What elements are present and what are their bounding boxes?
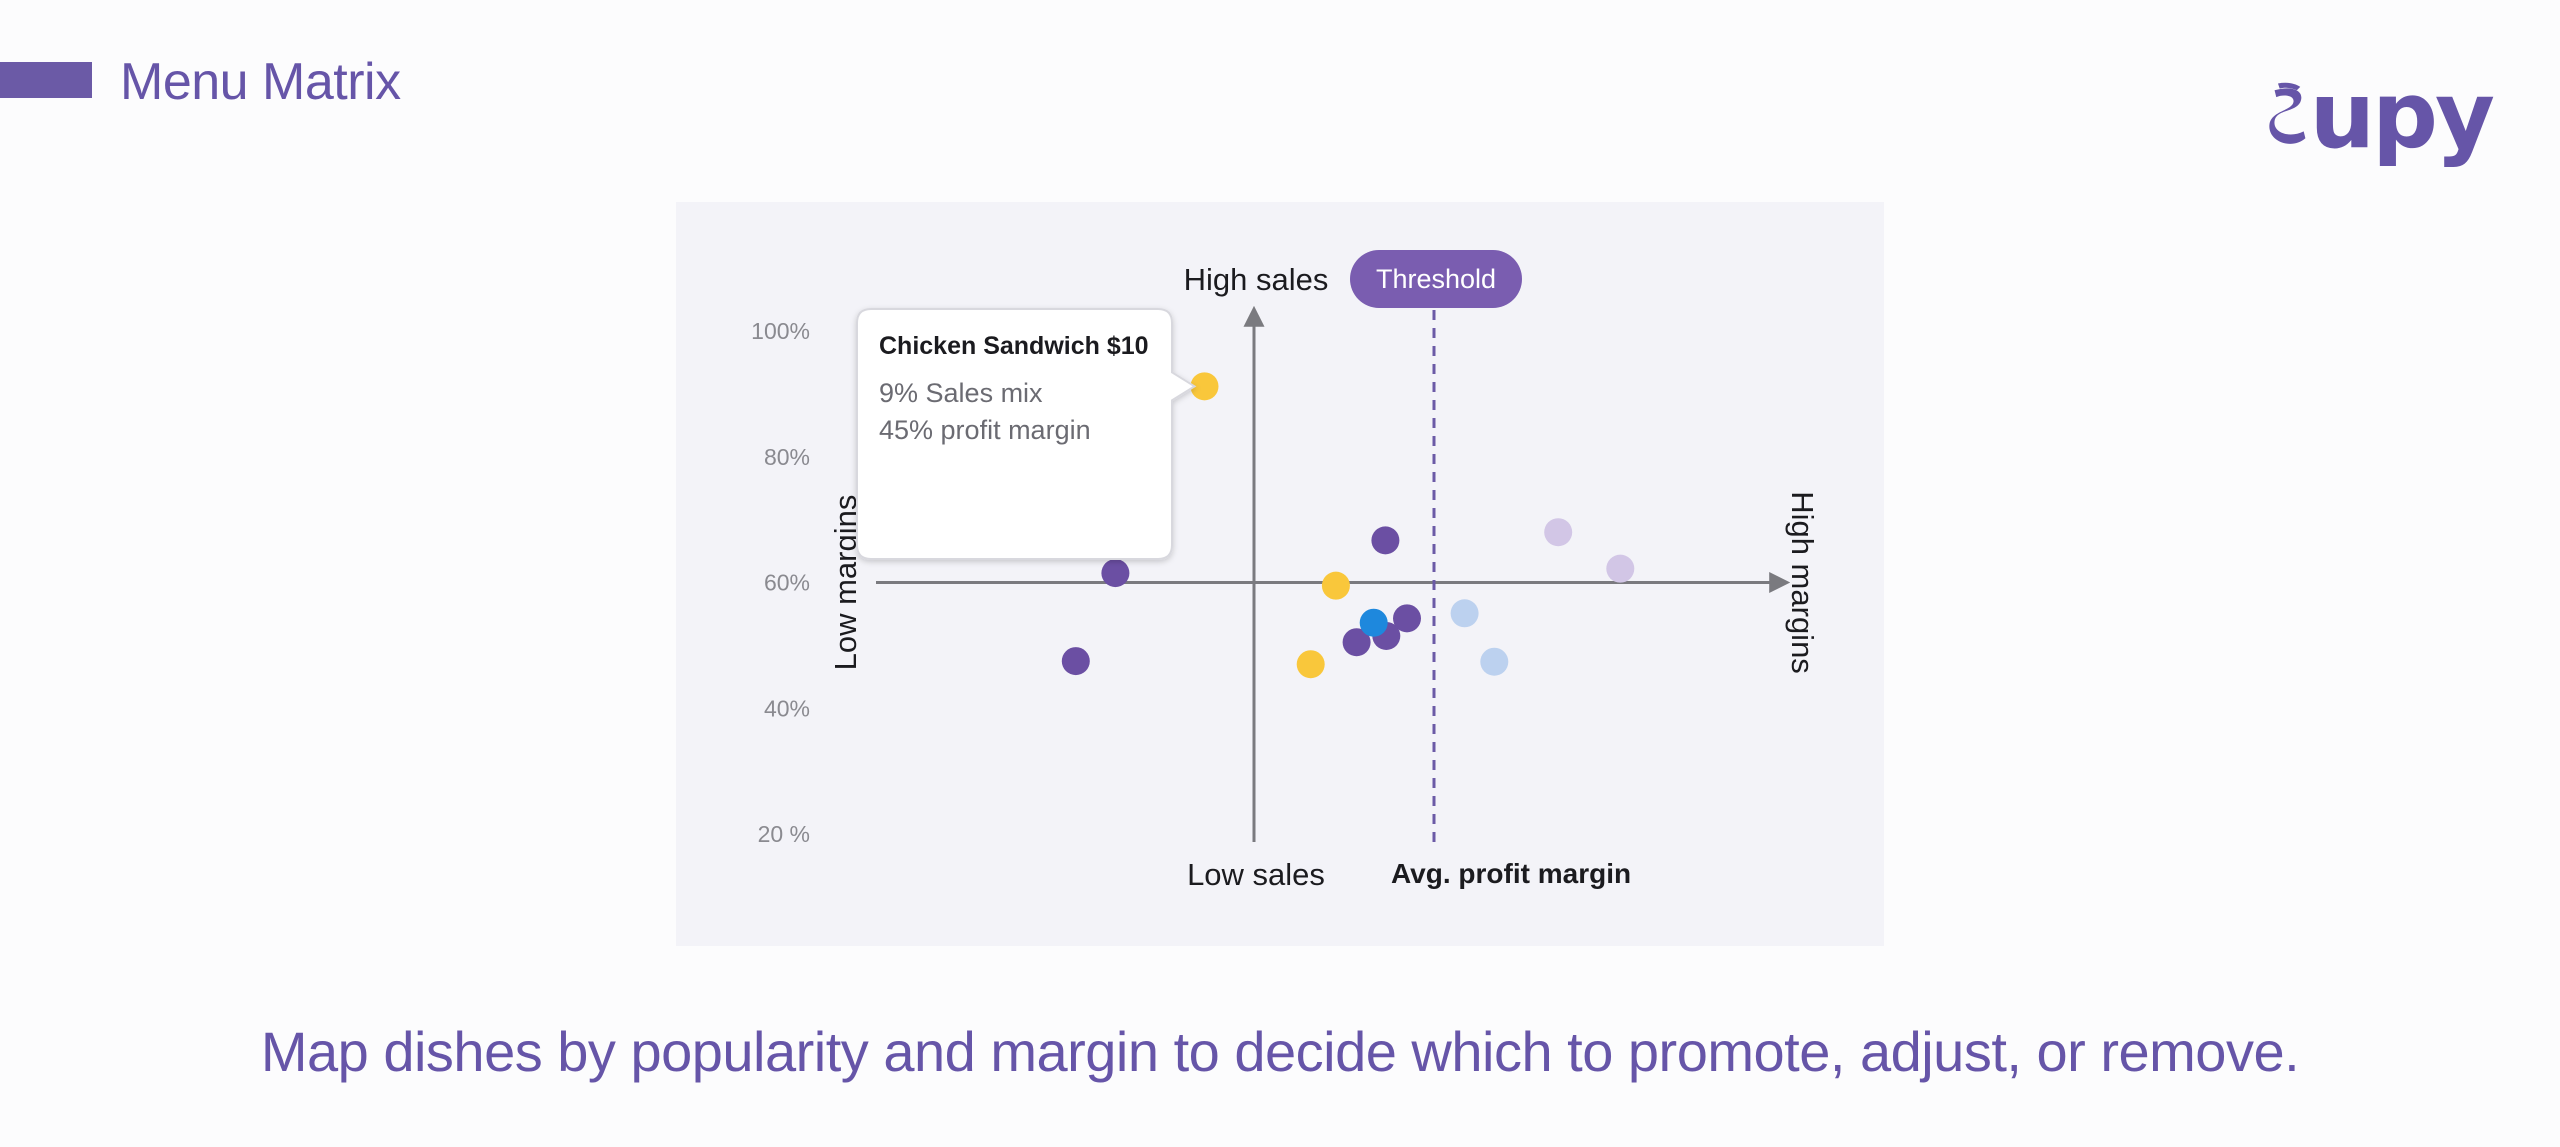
- avg-profit-margin-label: Avg. profit margin: [1391, 858, 1631, 889]
- y-tick-label: 100%: [751, 318, 810, 344]
- axis-label-high-margins: High margins: [1785, 491, 1820, 674]
- logo-wordmark: upy: [2309, 62, 2495, 169]
- menu-item-point[interactable]: [1393, 604, 1421, 633]
- threshold-badge-label: Threshold: [1376, 264, 1496, 294]
- menu-item-point[interactable]: [1450, 599, 1479, 628]
- axis-label-high-sales: High sales: [1184, 262, 1329, 297]
- menu-matrix-chart: 100% 80% 60% 40% 20 % Threshold High sales L…: [676, 202, 1884, 946]
- menu-item-point[interactable]: [1544, 518, 1573, 547]
- y-tick-label: 20 %: [758, 821, 810, 847]
- menu-item-point[interactable]: [1342, 628, 1371, 657]
- y-tick-label: 80%: [764, 444, 810, 470]
- tooltip-box: [856, 308, 1197, 560]
- menu-item-point[interactable]: [1061, 647, 1090, 676]
- tooltip-profit-margin: 45% profit margin: [879, 415, 1091, 445]
- menu-item-point[interactable]: [1296, 650, 1325, 679]
- title-accent-bar: [0, 62, 92, 98]
- caption: Map dishes by popularity and margin to d…: [260, 1020, 2300, 1083]
- page-title: Menu Matrix: [120, 53, 401, 111]
- axis-label-low-sales: Low sales: [1187, 857, 1325, 892]
- menu-item-point[interactable]: [1359, 608, 1388, 637]
- menu-item-point[interactable]: [1190, 372, 1219, 401]
- y-tick-label: 40%: [764, 695, 810, 721]
- threshold-badge-bg: [1350, 250, 1522, 308]
- menu-item-point[interactable]: [1101, 559, 1130, 588]
- supy-logo-mark-icon: [2269, 82, 2306, 144]
- tooltip-title: Chicken Sandwich $10: [879, 332, 1149, 360]
- menu-item-point[interactable]: [1606, 554, 1635, 583]
- tooltip-sales-mix: 9% Sales mix: [879, 378, 1043, 408]
- menu-item-point[interactable]: [1480, 647, 1509, 676]
- point-tooltip: Chicken Sandwich $10 9% Sales mix 45% pr…: [856, 308, 1197, 560]
- menu-item-point[interactable]: [1321, 571, 1350, 600]
- chart-svg: 100% 80% 60% 40% 20 % Threshold High sales L…: [751, 250, 1820, 892]
- threshold-badge[interactable]: Threshold: [1350, 250, 1522, 308]
- y-tick-label: 60%: [764, 570, 810, 596]
- menu-item-point[interactable]: [1371, 526, 1400, 555]
- supy-logo: upy: [2266, 62, 2495, 169]
